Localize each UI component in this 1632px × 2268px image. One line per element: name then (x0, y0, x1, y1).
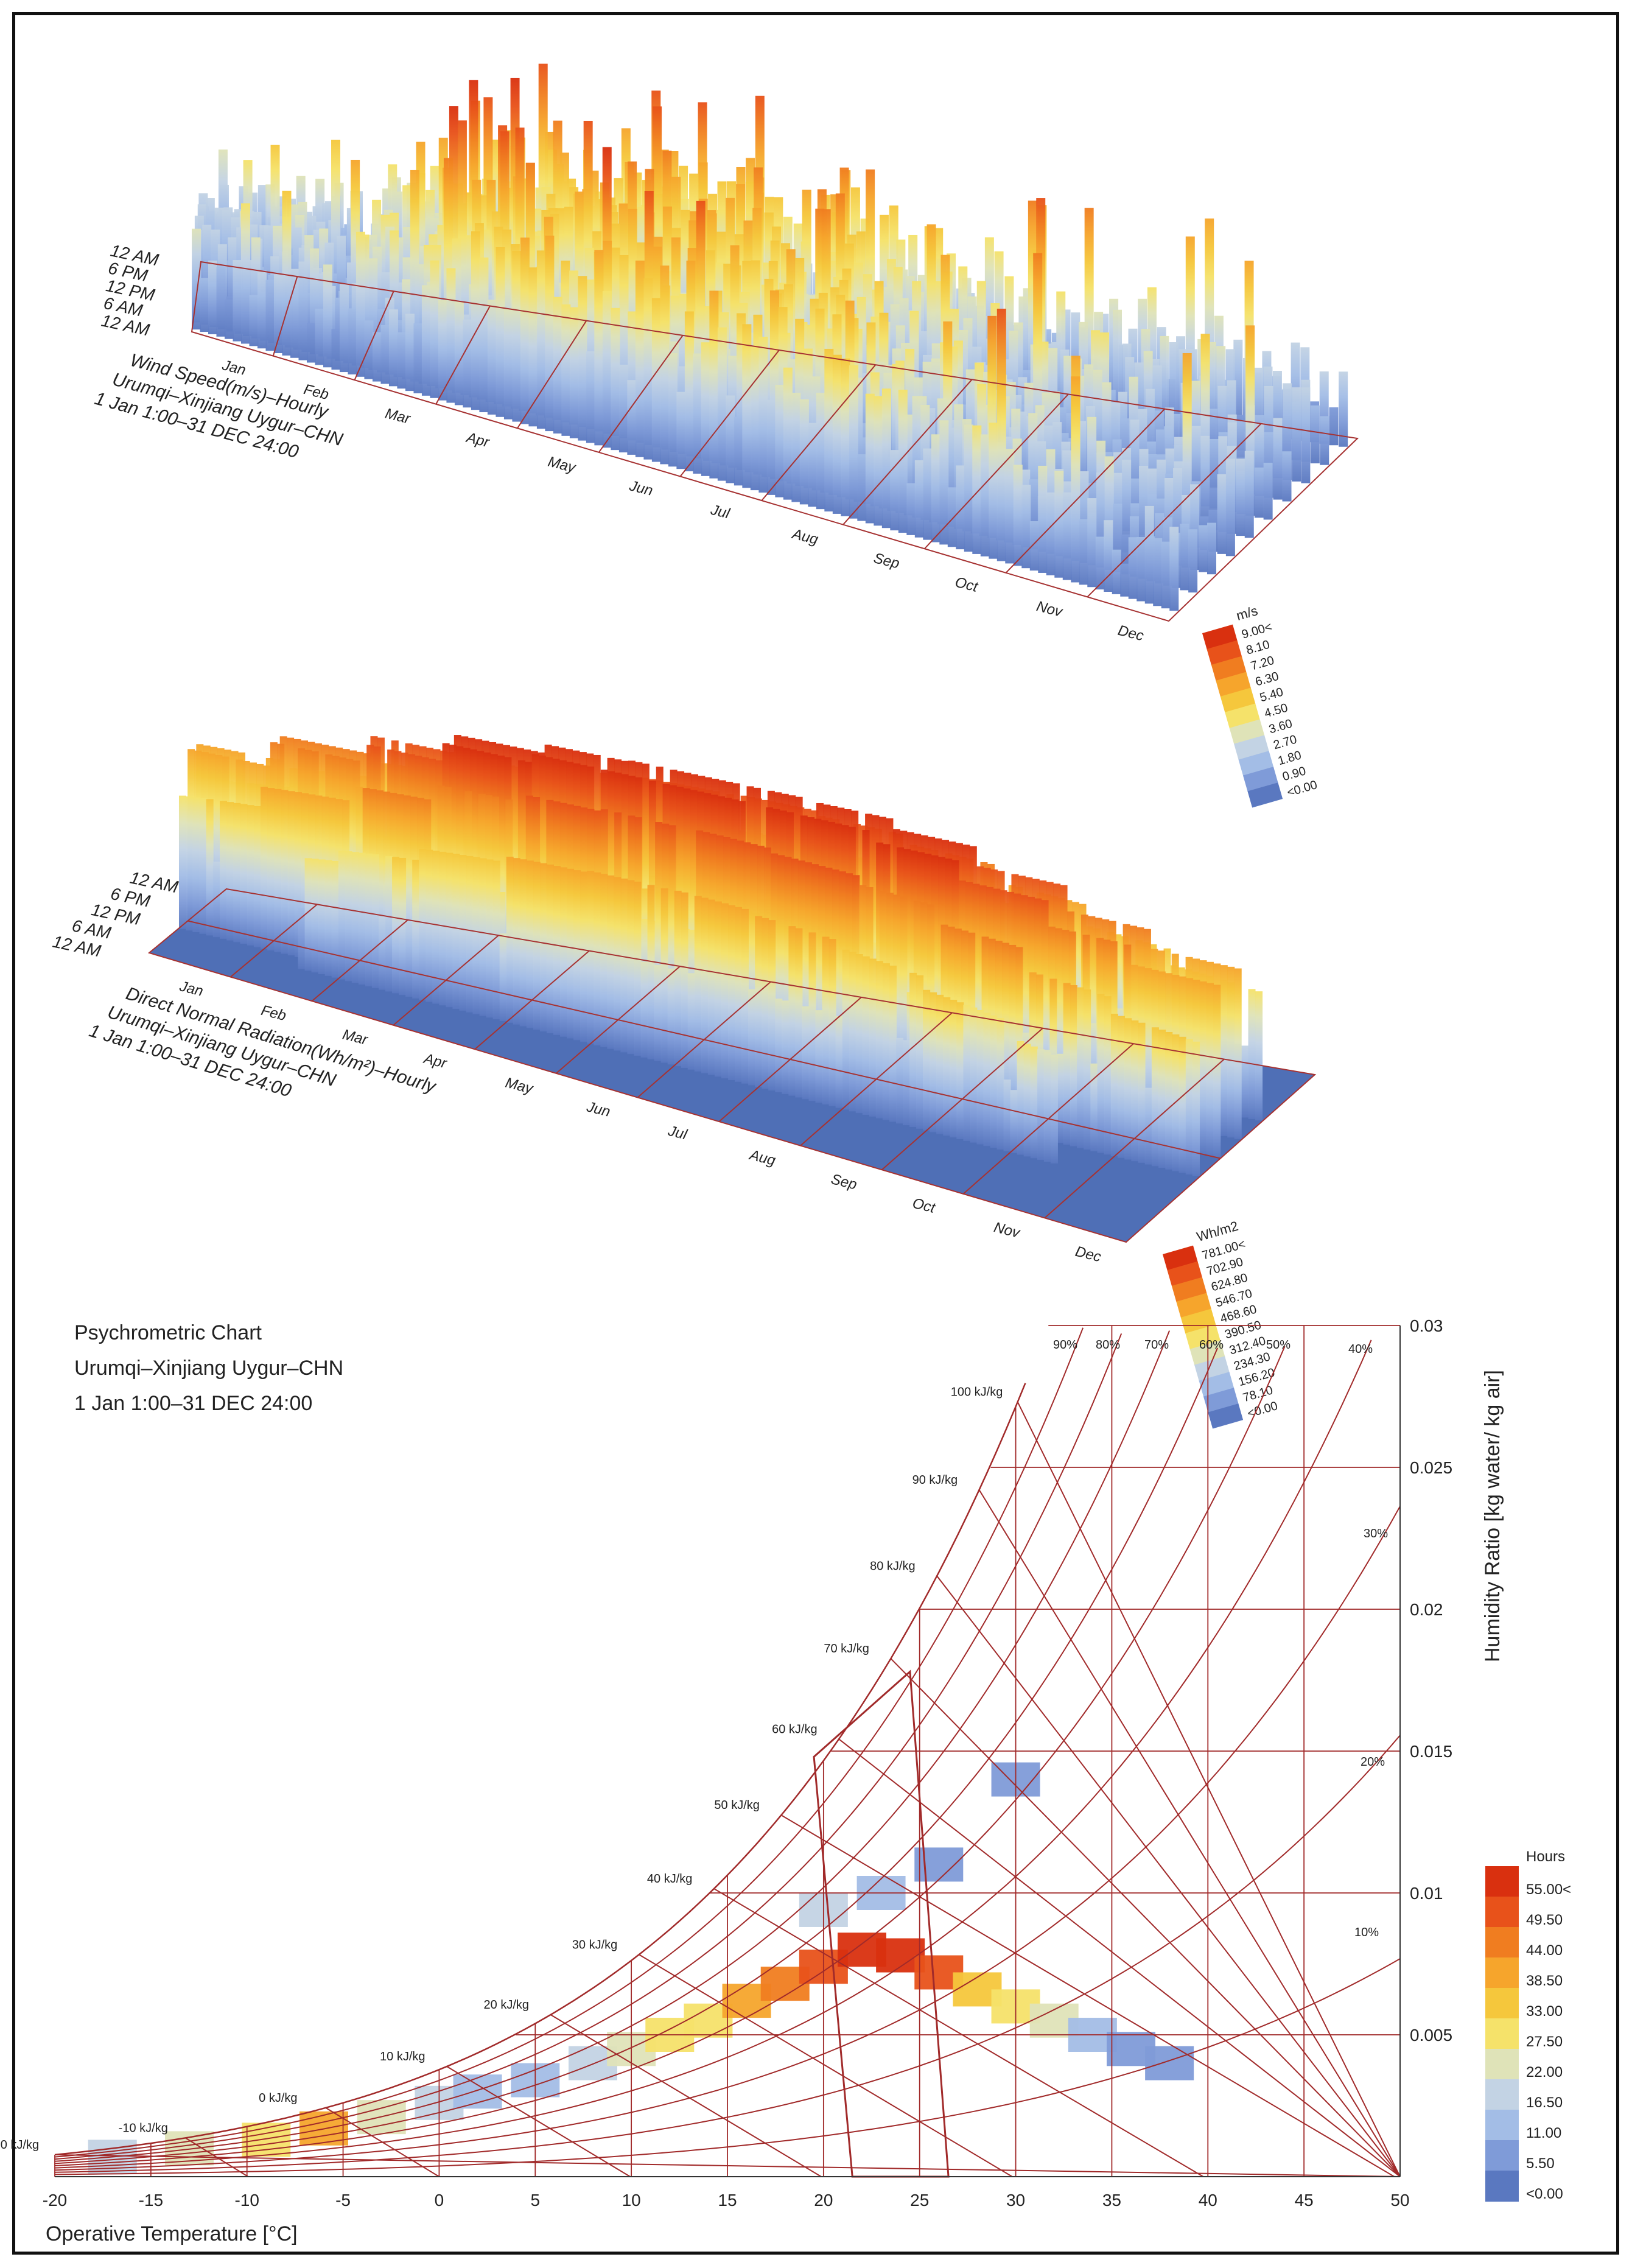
hourly-bar (1244, 451, 1254, 538)
hourly-bar (1254, 467, 1264, 518)
hourly-bar (1329, 407, 1339, 446)
hourly-bar (1200, 435, 1210, 528)
hourly-bar (1273, 418, 1283, 500)
hourly-bar (1292, 387, 1301, 482)
hourly-bar (1282, 451, 1292, 502)
hourly-bar (1320, 416, 1329, 465)
hourly-bar (1339, 371, 1348, 447)
hourly-bar (1236, 458, 1245, 536)
wind-bars (191, 63, 1348, 611)
hourly-bar (1310, 405, 1320, 464)
figure-frame (12, 12, 1619, 2255)
hourly-bar (1301, 387, 1311, 483)
hourly-bar (1263, 463, 1273, 520)
